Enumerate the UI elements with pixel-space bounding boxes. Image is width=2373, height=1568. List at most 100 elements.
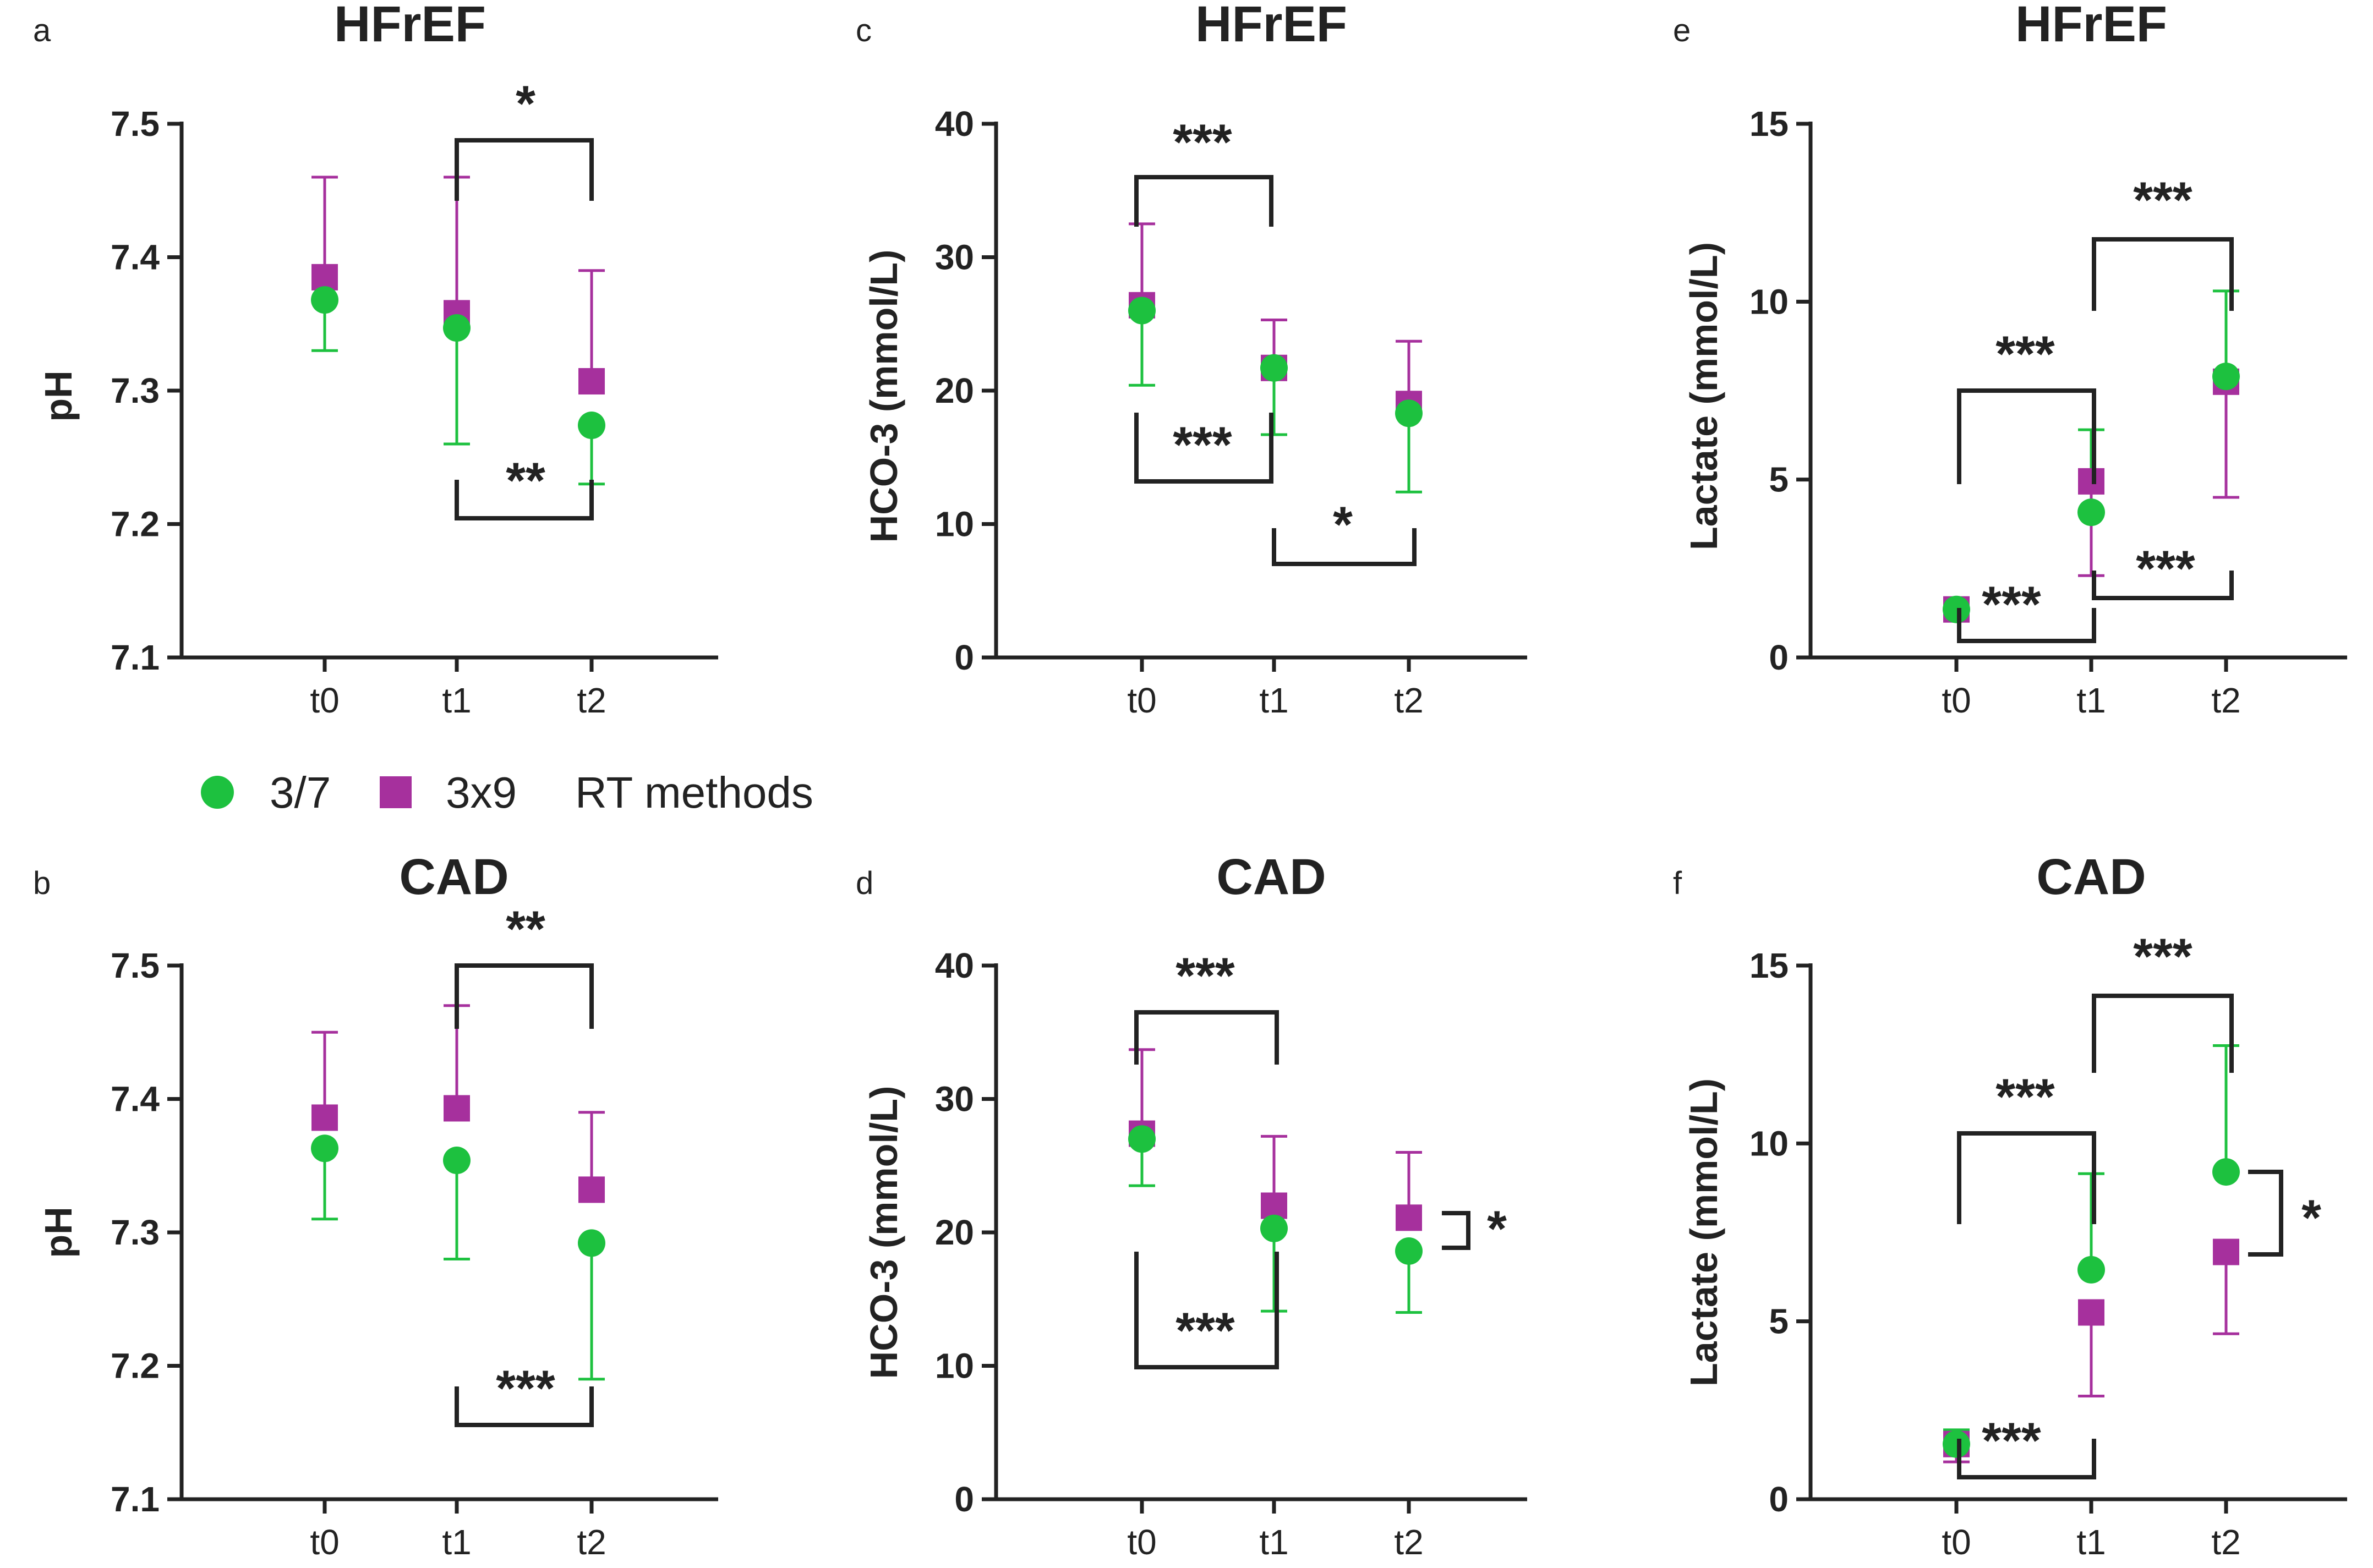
data-point-3-7 [578, 1229, 605, 1257]
significance-label: *** [496, 1361, 555, 1417]
x-tick-label: t0 [1942, 1522, 1971, 1562]
x-tick-label: t0 [1127, 681, 1156, 720]
panel-e: e HFrEF 0 5 10 15 t0 t1 t2 Lactate (mmol/L) *** ***… [1673, 0, 2347, 720]
significance-label: *** [1175, 1303, 1235, 1359]
significance-bracket [2092, 237, 2234, 311]
data-point-3x9 [1396, 1204, 1422, 1231]
y-tick-label: 7.1 [111, 1479, 160, 1519]
panel-title: HFrEF [1195, 0, 1347, 52]
significance-bracket [1957, 1439, 2096, 1479]
x-tick-label: t1 [2076, 681, 2106, 720]
y-tick-label: 30 [935, 1079, 974, 1119]
data-point-3-7 [311, 286, 338, 314]
y-tick-label: 10 [935, 505, 974, 544]
x-tick-label: t0 [310, 1522, 339, 1562]
significance-bracket [455, 1386, 594, 1427]
significance-label: *** [1982, 577, 2041, 633]
x-tick-label: t2 [577, 681, 606, 720]
significance-bracket [2092, 571, 2234, 600]
significance-bracket [2092, 994, 2234, 1073]
panel-letter: f [1673, 865, 1682, 901]
x-tick-label: t1 [2076, 1522, 2106, 1562]
y-tick-label: 10 [1749, 282, 1789, 321]
data-point-3x9 [311, 1104, 338, 1131]
significance-bracket [1134, 175, 1273, 227]
significance-bracket [1134, 1010, 1279, 1065]
significance-label: *** [2133, 929, 2192, 985]
significance-label: *** [1173, 417, 1232, 473]
data-point-3-7 [1395, 399, 1423, 427]
significance-label: ** [506, 453, 545, 509]
data-point-3-7 [2212, 363, 2240, 391]
significance-label: *** [2133, 172, 2192, 228]
y-tick-label: 15 [1749, 104, 1789, 144]
panel-letter: e [1673, 13, 1691, 48]
y-tick-label: 0 [954, 638, 974, 677]
significance-label: *** [1982, 1413, 2041, 1469]
significance-bracket [455, 963, 594, 1029]
data-point-3-7 [1943, 1430, 1970, 1458]
data-point-3-7 [1128, 297, 1156, 325]
data-point-3x9 [578, 1176, 605, 1203]
y-tick-label: 7.5 [111, 104, 160, 144]
significance-bracket [1134, 413, 1273, 484]
significance-bracket [1957, 388, 2096, 484]
y-tick-label: 10 [935, 1346, 974, 1386]
y-tick-label: 0 [954, 1479, 974, 1519]
x-tick-label: t2 [1394, 681, 1423, 720]
significance-label: * [1333, 497, 1353, 553]
y-tick-label: 5 [1769, 460, 1789, 500]
y-tick-label: 7.4 [111, 1079, 160, 1119]
data-point-3-7 [1128, 1125, 1156, 1153]
y-axis-label: Lactate (mmol/L) [1682, 1078, 1725, 1386]
data-point-3x9 [2213, 1238, 2239, 1265]
legend-label-3x9: 3x9 [446, 768, 517, 817]
y-tick-label: 5 [1769, 1302, 1789, 1341]
x-tick-label: t2 [1394, 1522, 1423, 1562]
panel-letter: a [33, 13, 51, 48]
x-tick-label: t2 [2211, 681, 2240, 720]
y-tick-label: 15 [1749, 946, 1789, 985]
y-tick-label: 7.3 [111, 1213, 160, 1252]
y-tick-label: 0 [1769, 1479, 1789, 1519]
data-point-3-7 [443, 1147, 471, 1175]
panel-title: CAD [1216, 849, 1326, 905]
data-point-3x9 [444, 1095, 470, 1122]
panel-title: HFrEF [2015, 0, 2167, 52]
x-tick-label: t0 [1127, 1522, 1156, 1562]
data-point-3-7 [311, 1134, 338, 1163]
significance-bracket [1134, 1252, 1279, 1369]
y-tick-label: 7.4 [111, 238, 160, 277]
y-axis-label: HCO-3 (mmol/L) [862, 1086, 905, 1379]
data-point-3x9 [2078, 468, 2104, 495]
y-tick-label: 7.2 [111, 1346, 160, 1386]
significance-label: * [2301, 1190, 2321, 1246]
legend: 3/7 3x9 RT methods [201, 768, 813, 817]
y-tick-label: 20 [935, 371, 974, 410]
legend-marker-3x9 [380, 776, 412, 808]
panel-letter: c [856, 13, 872, 48]
y-axis-label: pH [37, 1207, 80, 1258]
data-point-3-7 [1395, 1237, 1423, 1265]
y-tick-label: 7.1 [111, 638, 160, 677]
data-point-3x9 [1261, 1192, 1287, 1219]
x-tick-label: t1 [442, 681, 471, 720]
x-tick-label: t1 [442, 1522, 471, 1562]
y-tick-label: 20 [935, 1213, 974, 1252]
legend-title: RT methods [575, 768, 813, 817]
panel-title: HFrEF [334, 0, 486, 52]
significance-label: * [1487, 1201, 1507, 1257]
y-tick-label: 7.5 [111, 946, 160, 985]
y-tick-label: 0 [1769, 638, 1789, 677]
y-tick-label: 7.3 [111, 371, 160, 410]
data-point-3-7 [1260, 1214, 1288, 1242]
data-point-3-7 [2077, 498, 2105, 527]
y-tick-label: 40 [935, 104, 974, 144]
significance-bracket [455, 138, 594, 201]
panel-letter: d [856, 865, 873, 901]
significance-label: ** [506, 901, 545, 957]
